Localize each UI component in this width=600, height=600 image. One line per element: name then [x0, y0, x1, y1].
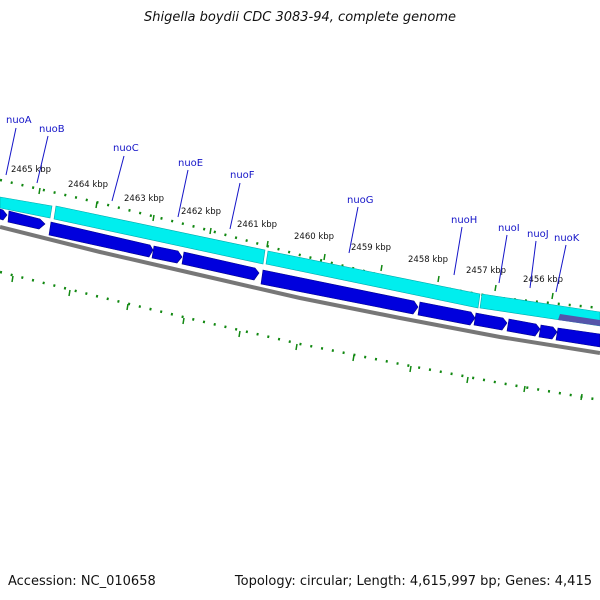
inner-tick-ring: [0, 270, 600, 402]
gene-labels: nuoA nuoB nuoC nuoE nuoF nuoG nuoH nuoI …: [6, 115, 580, 244]
scale-label: 2462 kbp: [181, 207, 221, 217]
gene-arrow: [48, 221, 154, 258]
inner-major-tick: [409, 365, 412, 373]
gene-arrows: [0, 208, 600, 348]
inner-tick-dots: [0, 270, 600, 402]
outer-major-tick: [95, 201, 98, 209]
gene-arrow: [7, 210, 46, 230]
outer-major-tick: [209, 227, 212, 235]
gene-label: nuoF: [230, 170, 255, 181]
leader-line: [529, 240, 537, 289]
genome-summary-text: Topology: circular; Length: 4,615,997 bp…: [234, 574, 592, 589]
gene-arrow: [555, 327, 600, 348]
outer-tick-ring: [0, 178, 600, 310]
outer-major-tick: [266, 240, 269, 248]
scale-label: 2456 kbp: [523, 275, 563, 285]
leader-line: [36, 135, 49, 184]
scale-label: 2459 kbp: [351, 243, 391, 253]
gene-label: nuoK: [554, 233, 580, 244]
inner-major-tick: [126, 303, 129, 311]
cds-band-segment: [0, 196, 53, 219]
gene-arrow: [151, 245, 183, 264]
accession-text: Accession: NC_010658: [8, 574, 156, 589]
gene-label: nuoG: [347, 195, 374, 206]
cds-band-dark: [558, 314, 600, 326]
leader-line: [498, 234, 508, 284]
gene-arrow: [473, 312, 508, 331]
outer-major-tick: [551, 292, 554, 300]
gene-arrow: [538, 324, 558, 340]
cds-track: [0, 196, 600, 327]
inner-major-tick: [523, 385, 526, 393]
gene-label: nuoI: [498, 223, 520, 234]
gene-label: nuoH: [451, 215, 477, 226]
gene-arrow: [506, 318, 541, 337]
outer-major-tick: [380, 264, 383, 272]
scale-label: 2457 kbp: [466, 266, 506, 276]
scale-labels: 2465 kbp 2464 kbp 2463 kbp 2462 kbp 2461…: [11, 165, 563, 285]
leader-line: [5, 127, 17, 176]
outer-major-tick: [494, 284, 497, 292]
scale-label: 2458 kbp: [408, 255, 448, 265]
inner-major-tick: [580, 393, 583, 401]
inner-major-tick: [238, 330, 241, 338]
gene-label: nuoA: [6, 115, 32, 126]
gene-arrow: [0, 208, 8, 221]
cds-band-segment: [53, 205, 266, 265]
map-title: Shigella boydii CDC 3083-94, complete ge…: [143, 10, 457, 25]
gene-arrow: [417, 301, 476, 326]
outer-major-tick: [323, 253, 326, 261]
scale-label: 2460 kbp: [294, 232, 334, 242]
scale-label: 2465 kbp: [11, 165, 51, 175]
inner-major-tick: [11, 275, 14, 283]
cds-band-segment: [265, 250, 481, 309]
gene-arrow: [181, 251, 260, 281]
backbone-line: [0, 225, 600, 355]
inner-major-tick: [68, 289, 71, 297]
outer-tick-dots: [0, 178, 600, 310]
leader-line: [177, 169, 189, 218]
leader-line: [555, 244, 567, 293]
gene-label: nuoC: [113, 143, 139, 154]
gene-label: nuoB: [39, 124, 65, 135]
gene-label: nuoE: [178, 158, 203, 169]
leader-line: [348, 206, 359, 254]
leader-line: [453, 226, 463, 276]
outer-major-tick: [437, 275, 440, 283]
inner-major-tick: [352, 354, 355, 362]
scale-label: 2464 kbp: [68, 180, 108, 190]
inner-major-tick: [182, 317, 185, 325]
gene-label-leaders: [5, 127, 567, 293]
leader-line: [229, 182, 241, 230]
gene-arrow: [260, 269, 419, 315]
scale-label: 2463 kbp: [124, 194, 164, 204]
backbone: [0, 225, 600, 355]
outer-major-tick: [38, 187, 41, 195]
inner-major-tick: [466, 376, 469, 384]
outer-major-tick: [152, 214, 155, 222]
leader-line: [111, 155, 125, 202]
gene-label: nuoJ: [527, 229, 549, 240]
scale-label: 2461 kbp: [237, 220, 277, 230]
inner-major-tick: [295, 343, 298, 351]
